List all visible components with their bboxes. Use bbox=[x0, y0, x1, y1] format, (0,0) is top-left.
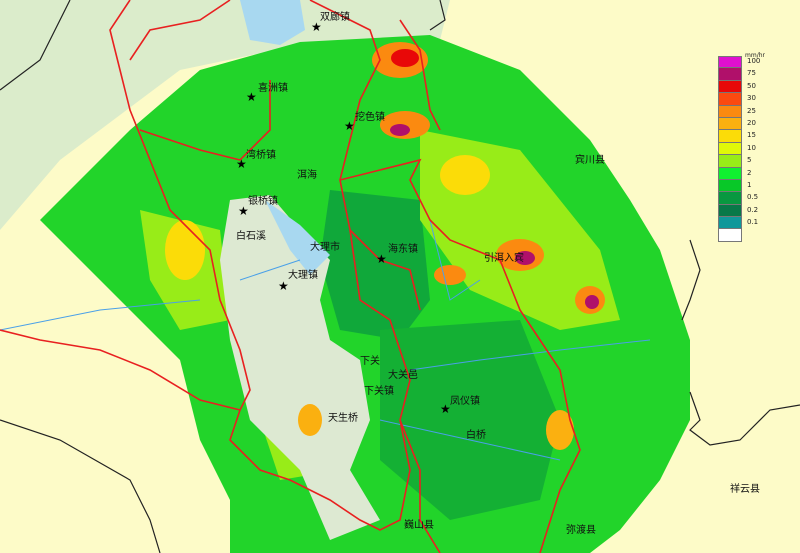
legend-swatch bbox=[718, 56, 742, 69]
legend-swatch bbox=[718, 130, 742, 143]
legend-swatch bbox=[718, 105, 742, 118]
legend-swatch bbox=[718, 167, 742, 180]
place-label: 喜洲镇 bbox=[258, 83, 288, 94]
echo-dark bbox=[380, 320, 560, 520]
place-label: 弥渡县 bbox=[566, 525, 596, 536]
place-label: 挖色镇 bbox=[355, 112, 385, 123]
place-label: 大理市 bbox=[310, 242, 340, 253]
lake-north bbox=[240, 0, 305, 45]
legend-swatch bbox=[718, 117, 742, 131]
place-label: 下关 bbox=[360, 356, 380, 367]
legend-label: 100 bbox=[747, 57, 761, 65]
legend-label: 0.1 bbox=[747, 218, 759, 227]
legend-label: 0.2 bbox=[747, 205, 759, 214]
star-icon: ★ bbox=[246, 90, 257, 104]
place-label: 海东镇 bbox=[388, 244, 418, 255]
legend-swatch bbox=[718, 142, 742, 156]
legend-swatch bbox=[718, 68, 742, 81]
land-area bbox=[0, 0, 450, 230]
star-icon: ★ bbox=[311, 20, 322, 34]
place-label: 银桥镇 bbox=[248, 196, 278, 207]
legend-swatch bbox=[718, 179, 742, 193]
legend-label: 0.5 bbox=[747, 193, 759, 202]
legend-label: 15 bbox=[747, 131, 756, 140]
place-label: 宾川县 bbox=[575, 155, 605, 166]
legend: 100 75 50 30 25 20 15 10 5 2 1 0.5 0.2 0.1 bbox=[718, 56, 760, 242]
star-icon: ★ bbox=[440, 402, 451, 416]
legend-swatch bbox=[718, 80, 742, 94]
legend-swatch bbox=[718, 93, 742, 106]
place-label: 大理镇 bbox=[288, 270, 318, 281]
place-label: 大关邑 bbox=[388, 370, 418, 381]
place-label: 双廊镇 bbox=[320, 12, 350, 23]
erhai-lake bbox=[220, 195, 380, 540]
place-label: 白石溪 bbox=[236, 231, 266, 242]
place-label: 巍山县 bbox=[404, 520, 434, 531]
place-label: 引洱入宾 bbox=[484, 253, 524, 264]
legend-label: 50 bbox=[747, 81, 756, 90]
place-label: 天生桥 bbox=[328, 413, 358, 424]
legend-swatch bbox=[718, 204, 742, 218]
place-label: 下关镇 bbox=[364, 386, 394, 397]
legend-swatch bbox=[718, 217, 742, 230]
star-icon: ★ bbox=[278, 279, 289, 293]
star-icon: ★ bbox=[238, 204, 249, 218]
legend-label: 75 bbox=[747, 69, 756, 78]
place-label: 白桥 bbox=[466, 430, 486, 441]
legend-label: 20 bbox=[747, 119, 756, 127]
legend-swatch bbox=[718, 192, 742, 205]
legend-unit: mm/hr bbox=[745, 52, 765, 59]
place-label: 洱海 bbox=[297, 170, 317, 181]
rivers bbox=[0, 219, 651, 461]
legend-label: 10 bbox=[747, 143, 756, 152]
legend-label: 30 bbox=[747, 94, 756, 103]
lake-water bbox=[265, 200, 330, 275]
legend-swatch bbox=[718, 229, 742, 242]
legend-label: 2 bbox=[747, 168, 752, 177]
place-label: 凤仪镇 bbox=[450, 396, 480, 407]
place-label: 湾桥镇 bbox=[246, 150, 276, 161]
legend-label: 1 bbox=[747, 181, 752, 189]
county-boundaries bbox=[0, 0, 581, 553]
echo-dark bbox=[320, 190, 430, 340]
legend-swatch bbox=[718, 155, 742, 168]
star-icon: ★ bbox=[344, 119, 355, 133]
legend-label: 25 bbox=[747, 106, 756, 115]
legend-label: 5 bbox=[747, 156, 752, 165]
star-icon: ★ bbox=[376, 252, 387, 266]
star-icon: ★ bbox=[236, 157, 247, 171]
place-label: 祥云县 bbox=[730, 484, 760, 495]
